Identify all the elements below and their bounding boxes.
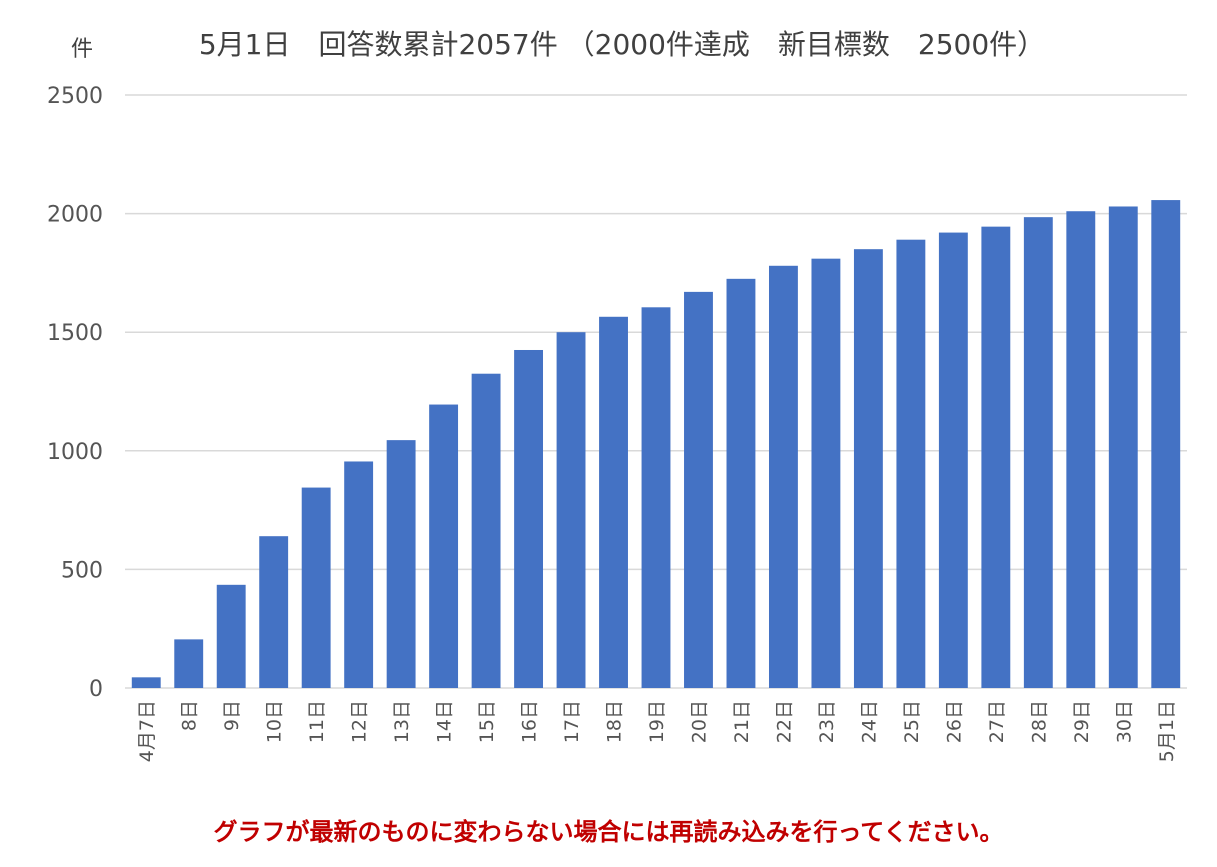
x-tick-label: 24日 xyxy=(858,700,880,743)
bar xyxy=(259,536,289,688)
x-tick-label: 18日 xyxy=(604,700,626,743)
y-tick-label: 1500 xyxy=(47,321,103,346)
x-tick-label: 11日 xyxy=(306,700,328,743)
bar xyxy=(641,307,671,688)
bar xyxy=(344,461,374,688)
bar xyxy=(981,226,1011,688)
bar xyxy=(811,258,841,688)
bar xyxy=(938,232,968,689)
x-tick-label: 26日 xyxy=(943,700,965,743)
bar xyxy=(131,677,161,688)
chart-title: 5月1日 回答数累計2057件 （2000件達成 新目標数 2500件） xyxy=(199,28,1045,61)
x-tick-label: 5月1日 xyxy=(1156,700,1178,762)
bar xyxy=(514,349,544,688)
y-tick-label: 2500 xyxy=(47,84,103,109)
bar xyxy=(684,291,713,688)
x-tick-label: 29日 xyxy=(1071,700,1093,743)
bar-series xyxy=(131,200,1181,689)
bar xyxy=(386,440,416,688)
bar xyxy=(1108,206,1138,688)
bar xyxy=(1023,217,1053,688)
x-tick-label: 15日 xyxy=(476,700,498,743)
x-tick-label: 21日 xyxy=(731,700,753,743)
y-tick-label: 2000 xyxy=(47,203,103,228)
x-tick-label: 30日 xyxy=(1113,700,1135,743)
x-tick-label: 25日 xyxy=(901,700,923,743)
x-tick-label: 22日 xyxy=(773,700,795,743)
x-tick-label: 4月7日 xyxy=(136,700,158,762)
bar xyxy=(216,584,246,688)
x-tick-label: 23日 xyxy=(816,700,838,743)
y-axis-unit-label: 件 xyxy=(71,37,93,62)
y-tick-label: 500 xyxy=(61,558,103,583)
bar xyxy=(174,639,204,688)
y-tick-label: 1000 xyxy=(47,440,103,465)
reload-notice: グラフが最新のものに変わらない場合には再読み込みを行ってください。 xyxy=(213,818,1004,846)
y-axis-tick-labels: 0 500 1000 1500 2000 2500 xyxy=(47,84,103,702)
bar xyxy=(1066,211,1096,688)
x-tick-label: 10日 xyxy=(264,700,286,743)
x-tick-label: 27日 xyxy=(986,700,1008,743)
bar xyxy=(1151,200,1181,689)
x-axis-tick-labels: 4月7日 8日 9日 10日 11日 12日 13日 14日 15日 16日 17日 18日 19日 20… xyxy=(136,700,1178,762)
bar xyxy=(896,239,926,688)
cumulative-responses-chart: 5月1日 回答数累計2057件 （2000件達成 新目標数 2500件） 件 0… xyxy=(47,28,1187,762)
bar xyxy=(726,278,756,688)
x-tick-label: 16日 xyxy=(519,700,541,743)
bar xyxy=(429,404,459,688)
bar xyxy=(853,249,883,688)
x-tick-label: 28日 xyxy=(1028,700,1050,743)
x-tick-label: 8日 xyxy=(179,700,201,731)
x-tick-label: 14日 xyxy=(434,700,456,743)
bar xyxy=(768,265,798,688)
bar xyxy=(556,332,586,688)
x-tick-label: 9日 xyxy=(221,700,243,731)
x-tick-label: 12日 xyxy=(349,700,371,743)
bar xyxy=(301,487,331,688)
x-tick-label: 17日 xyxy=(561,700,583,743)
bar xyxy=(599,316,628,688)
bar xyxy=(471,373,501,688)
y-tick-label: 0 xyxy=(89,677,103,702)
x-tick-label: 13日 xyxy=(391,700,413,743)
x-tick-label: 20日 xyxy=(688,700,710,743)
x-tick-label: 19日 xyxy=(646,700,668,743)
